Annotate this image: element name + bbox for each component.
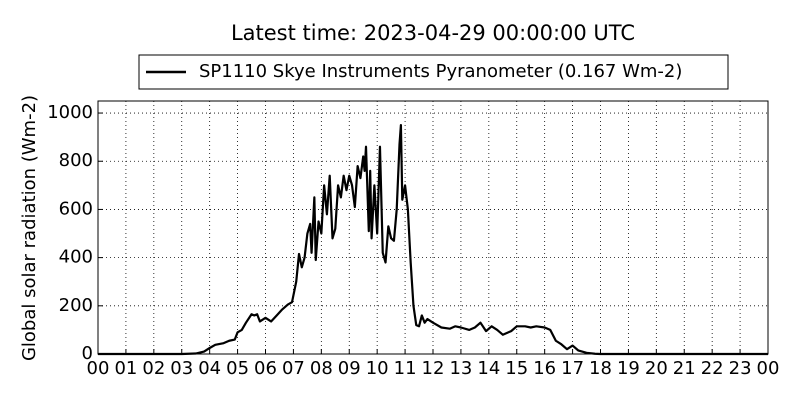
x-tick-label: 15 xyxy=(505,358,528,379)
x-tick-label: 18 xyxy=(589,358,612,379)
x-tick-label: 20 xyxy=(645,358,668,379)
data-line xyxy=(98,124,768,356)
y-tick-label: 200 xyxy=(59,295,93,316)
y-axis-label: Global solar radiation (Wm-2) xyxy=(19,95,40,361)
x-tick-label: 00 xyxy=(757,358,780,379)
x-tick-label: 12 xyxy=(422,358,445,379)
x-tick-label: 09 xyxy=(338,358,361,379)
x-tick-label: 17 xyxy=(561,358,584,379)
x-tick-label: 19 xyxy=(617,358,640,379)
x-tick-label: 22 xyxy=(701,358,724,379)
legend-label: SP1110 Skye Instruments Pyranometer (0.1… xyxy=(199,61,682,82)
x-tick-label: 16 xyxy=(533,358,556,379)
y-tick-label: 0 xyxy=(82,343,93,364)
x-tick-label: 21 xyxy=(673,358,696,379)
x-tick-label: 04 xyxy=(198,358,221,379)
y-tick-label: 600 xyxy=(59,198,93,219)
y-tick-label: 800 xyxy=(59,150,93,171)
x-tick-label: 13 xyxy=(449,358,472,379)
x-tick-label: 00 xyxy=(87,358,110,379)
x-tick-label: 10 xyxy=(366,358,389,379)
y-tick-label: 1000 xyxy=(47,102,93,123)
x-tick-label: 02 xyxy=(142,358,165,379)
x-tick-label: 23 xyxy=(729,358,752,379)
chart-title: Latest time: 2023-04-29 00:00:00 UTC xyxy=(231,21,635,45)
x-tick-label: 08 xyxy=(310,358,333,379)
x-tick-label: 14 xyxy=(477,358,500,379)
plot-frame xyxy=(97,100,769,355)
x-tick-label: 01 xyxy=(114,358,137,379)
x-tick-label: 07 xyxy=(282,358,305,379)
x-tick-label: 11 xyxy=(394,358,417,379)
y-tick-label: 400 xyxy=(59,247,93,268)
x-tick-label: 05 xyxy=(226,358,249,379)
legend-box xyxy=(138,54,729,90)
x-tick-label: 06 xyxy=(254,358,277,379)
x-tick-label: 03 xyxy=(170,358,193,379)
